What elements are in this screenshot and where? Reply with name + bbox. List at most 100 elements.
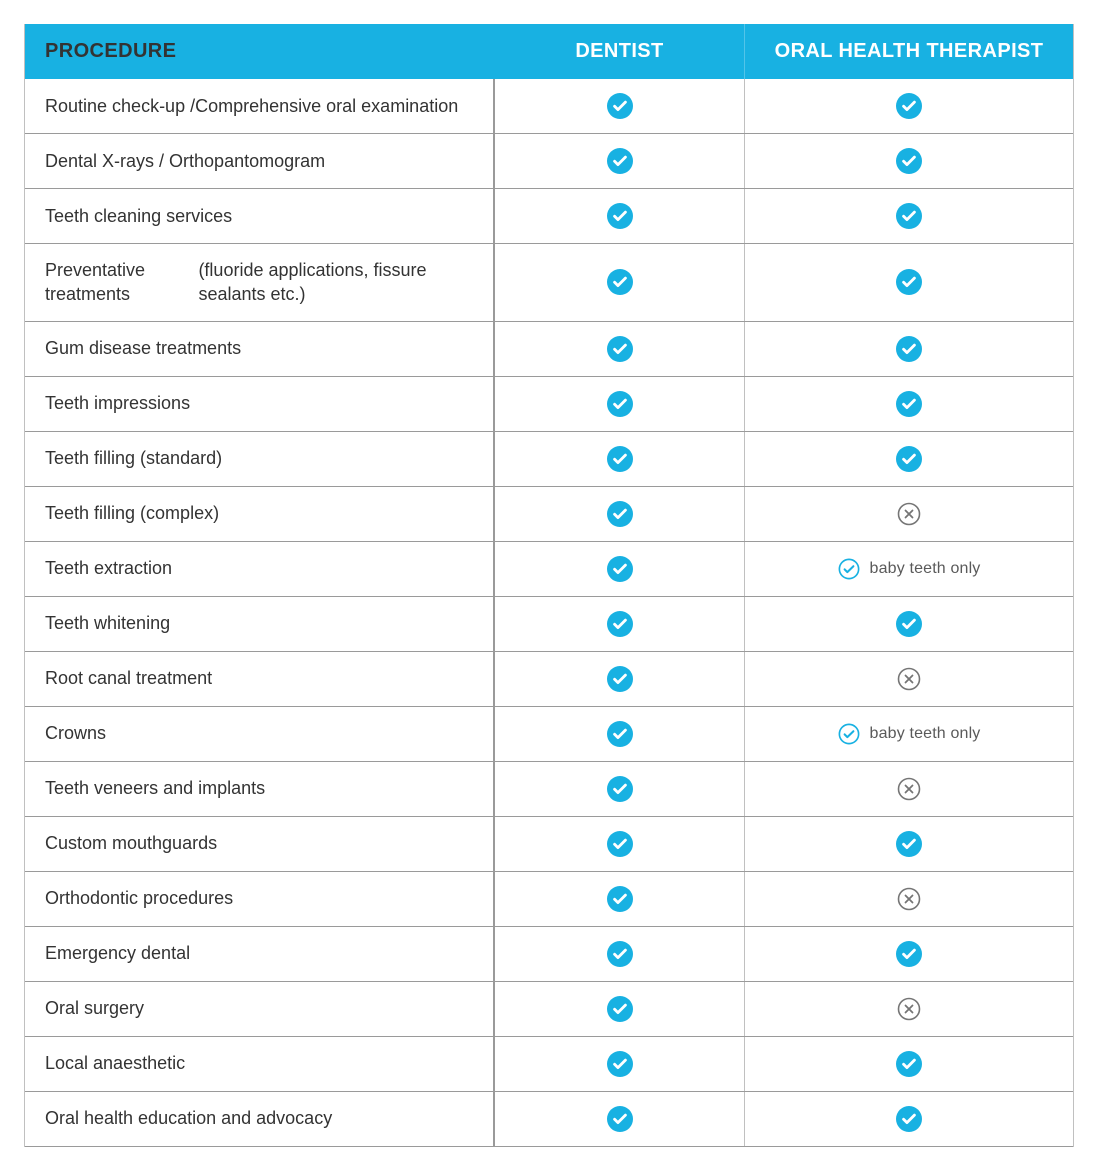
procedure-cell: Routine check-up /Comprehensive oral exa…	[25, 79, 495, 133]
procedure-label: Oral health education and advocacy	[45, 1106, 332, 1130]
table-row: Teeth extraction baby teeth only	[25, 542, 1073, 597]
oht-cell	[745, 927, 1073, 981]
oht-cell	[745, 244, 1073, 321]
table-header-row: PROCEDURE DENTIST ORAL HEALTH THERAPIST	[25, 24, 1073, 79]
dentist-cell	[495, 432, 745, 486]
dentist-cell	[495, 1092, 745, 1146]
oht-cell	[745, 872, 1073, 926]
table-row: Local anaesthetic	[25, 1037, 1073, 1092]
table-row: Oral health education and advocacy	[25, 1092, 1073, 1147]
partial-note-text: baby teeth only	[870, 560, 981, 578]
col-header-procedure: PROCEDURE	[25, 24, 495, 79]
procedure-cell: Custom mouthguards	[25, 817, 495, 871]
procedure-sublabel: (fluoride applications, fissure sealants…	[198, 258, 473, 307]
oht-cell: baby teeth only	[745, 542, 1073, 596]
check-icon	[607, 391, 633, 417]
check-outline-icon	[838, 723, 860, 745]
dentist-cell	[495, 597, 745, 651]
oht-cell	[745, 1037, 1073, 1091]
check-icon	[896, 203, 922, 229]
check-icon	[607, 611, 633, 637]
table-row: Crowns baby teeth only	[25, 707, 1073, 762]
partial-note: baby teeth only	[838, 558, 981, 580]
oht-cell	[745, 189, 1073, 243]
oht-cell	[745, 487, 1073, 541]
procedure-label: Custom mouthguards	[45, 831, 217, 855]
procedure-cell: Oral surgery	[25, 982, 495, 1036]
oht-cell	[745, 597, 1073, 651]
procedure-cell: Gum disease treatments	[25, 322, 495, 376]
table-row: Custom mouthguards	[25, 817, 1073, 872]
comparison-table: PROCEDURE DENTIST ORAL HEALTH THERAPIST …	[24, 24, 1074, 1147]
check-outline-icon	[838, 558, 860, 580]
procedure-cell: Teeth cleaning services	[25, 189, 495, 243]
dentist-cell	[495, 1037, 745, 1091]
dentist-cell	[495, 322, 745, 376]
check-icon	[607, 996, 633, 1022]
oht-cell: baby teeth only	[745, 707, 1073, 761]
procedure-label: Teeth filling (complex)	[45, 501, 219, 525]
check-icon	[896, 1106, 922, 1132]
table-row: Teeth impressions	[25, 377, 1073, 432]
procedure-cell: Teeth filling (standard)	[25, 432, 495, 486]
procedure-cell: Orthodontic procedures	[25, 872, 495, 926]
table-row: Oral surgery	[25, 982, 1073, 1037]
table-row: Teeth veneers and implants	[25, 762, 1073, 817]
x-icon	[897, 667, 921, 691]
table-row: Root canal treatment	[25, 652, 1073, 707]
check-icon	[607, 148, 633, 174]
dentist-cell	[495, 377, 745, 431]
dentist-cell	[495, 487, 745, 541]
check-icon	[896, 831, 922, 857]
table-row: Orthodontic procedures	[25, 872, 1073, 927]
dentist-cell	[495, 872, 745, 926]
dentist-cell	[495, 762, 745, 816]
dentist-cell	[495, 652, 745, 706]
table-row: Teeth whitening	[25, 597, 1073, 652]
procedure-cell: Oral health education and advocacy	[25, 1092, 495, 1146]
table-row: Teeth filling (complex)	[25, 487, 1073, 542]
check-icon	[607, 336, 633, 362]
oht-cell	[745, 652, 1073, 706]
check-icon	[607, 1106, 633, 1132]
procedure-label: Gum disease treatments	[45, 336, 241, 360]
check-icon	[607, 941, 633, 967]
check-icon	[607, 93, 633, 119]
check-icon	[896, 93, 922, 119]
table-row: Teeth filling (standard)	[25, 432, 1073, 487]
procedure-label: Teeth filling (standard)	[45, 446, 222, 470]
procedure-cell: Teeth whitening	[25, 597, 495, 651]
procedure-label: Root canal treatment	[45, 666, 212, 690]
col-header-oht: ORAL HEALTH THERAPIST	[745, 24, 1073, 79]
check-icon	[607, 721, 633, 747]
procedure-sublabel: Comprehensive oral examination	[195, 94, 458, 118]
procedure-cell: Preventative treatments(fluoride applica…	[25, 244, 495, 321]
procedure-cell: Emergency dental	[25, 927, 495, 981]
dentist-cell	[495, 982, 745, 1036]
check-icon	[896, 1051, 922, 1077]
check-icon	[607, 886, 633, 912]
oht-cell	[745, 432, 1073, 486]
procedure-label: Oral surgery	[45, 996, 144, 1020]
procedure-cell: Teeth impressions	[25, 377, 495, 431]
procedure-label: Teeth extraction	[45, 556, 172, 580]
check-icon	[607, 203, 633, 229]
procedure-cell: Root canal treatment	[25, 652, 495, 706]
procedure-cell: Dental X-rays / Orthopantomogram	[25, 134, 495, 188]
procedure-label: Teeth veneers and implants	[45, 776, 265, 800]
dentist-cell	[495, 134, 745, 188]
check-icon	[896, 148, 922, 174]
oht-cell	[745, 79, 1073, 133]
x-icon	[897, 777, 921, 801]
col-header-dentist: DENTIST	[495, 24, 745, 79]
table-row: Preventative treatments(fluoride applica…	[25, 244, 1073, 322]
check-icon	[896, 611, 922, 637]
partial-note-text: baby teeth only	[870, 725, 981, 743]
procedure-cell: Teeth filling (complex)	[25, 487, 495, 541]
check-icon	[896, 446, 922, 472]
check-icon	[896, 941, 922, 967]
check-icon	[896, 269, 922, 295]
dentist-cell	[495, 707, 745, 761]
oht-cell	[745, 1092, 1073, 1146]
check-icon	[607, 269, 633, 295]
